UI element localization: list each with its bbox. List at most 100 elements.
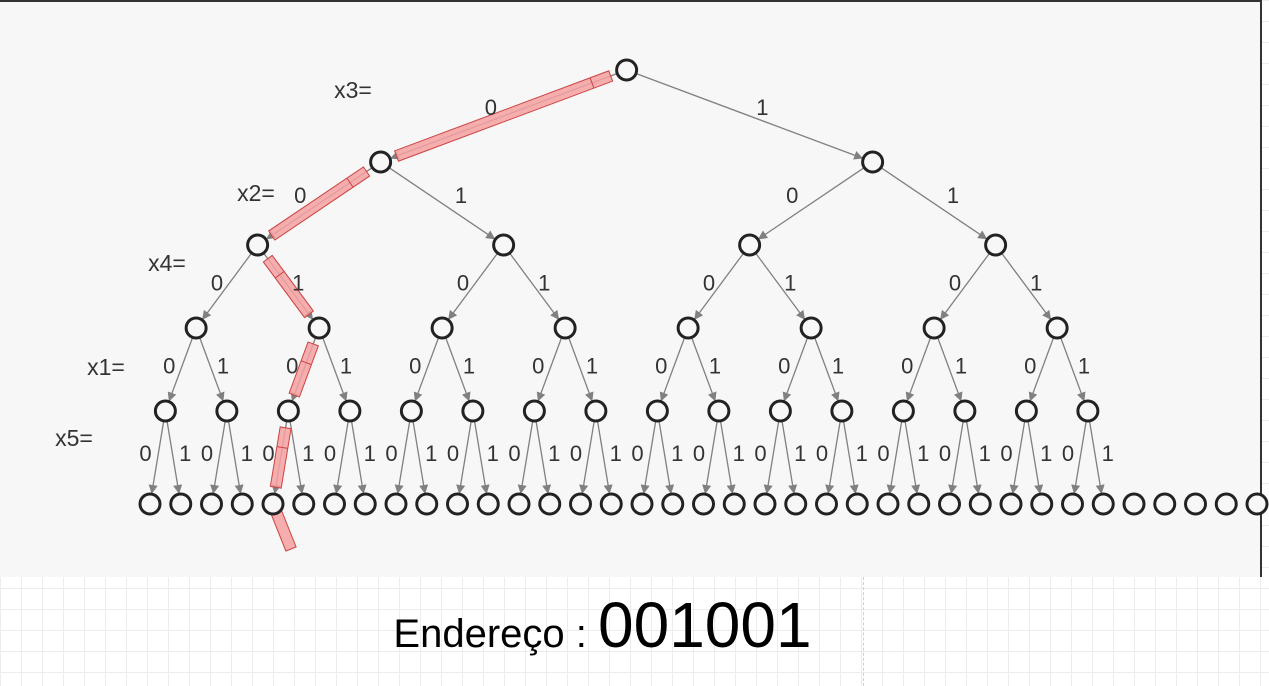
leaf-node [230,492,254,516]
branch-label: 1 [1030,270,1042,295]
tree-edge [1001,252,1052,320]
tree-edge [659,337,686,402]
branch-label: 0 [570,441,582,466]
leaf-node [599,492,623,516]
tree-edge [940,252,991,320]
branch-label: 0 [508,441,520,466]
branch-label: 0 [939,441,951,466]
level-variable-label: x3= [334,77,372,103]
binary-decision-tree: x3=0 1x2= 0 1 0 1x4=0 1 0 1 0 1 0 1x1= 0 1 0 1 0 1 0 1 0 1 0 1 0 1… [55,58,1269,552]
leaf-node [292,492,316,516]
tree-node [645,399,669,423]
leaf-node [1122,492,1146,516]
tree-node [891,399,915,423]
tree-edge [448,252,499,320]
tree-edge [536,337,563,402]
tree-node [922,316,946,340]
level-variable-label: x2= [237,180,275,206]
tree-edge [842,420,859,495]
branch-label: 0 [385,441,397,466]
highlight-bar [269,426,292,489]
branch-label: 0 [294,183,306,208]
tree-edge [825,420,841,495]
branch-label: 1 [917,441,929,466]
tree-edge [321,337,348,402]
leaf-node [261,492,285,516]
tree-edge [1088,420,1105,495]
branch-label: 0 [485,95,497,120]
highlight-bar-body [262,254,315,319]
tree-edge [1027,420,1044,495]
tree-node [799,316,823,340]
highlight-bar-tick [589,77,595,89]
highlight-bar [267,166,371,241]
branch-label: 0 [139,441,151,466]
leaf-node [323,492,346,516]
highlight-bar-body [288,341,320,398]
branch-label: 0 [1062,441,1074,466]
tree-edge [1071,420,1087,495]
tree-node [307,316,331,340]
level-variable-label: x4= [148,250,186,276]
branch-label: 1 [340,353,352,378]
level-variable-label: x1= [87,354,125,380]
highlight-bar [393,70,614,162]
leaf-node [1061,492,1084,516]
branch-label: 0 [778,353,790,378]
branch-label: 1 [455,183,467,208]
tree-edge [333,420,349,495]
tree-edge [781,420,798,495]
leaf-node [1153,492,1177,516]
branch-label: 0 [532,353,544,378]
branch-label: 0 [447,441,459,466]
branch-label: 1 [425,441,437,466]
branch-label: 0 [901,353,913,378]
branch-label: 1 [538,270,550,295]
address-caption: Endereço : 001001 [0,588,1205,662]
leaf-node [692,492,715,516]
branch-label: 0 [816,441,828,466]
tree-edge [904,420,921,495]
leaf-node [815,492,838,516]
tree-node [215,399,239,423]
leaf-node [1030,492,1054,516]
tree-edge [635,72,864,160]
tree-node [184,316,208,340]
tree-edge [905,337,932,402]
tree-node [953,399,977,423]
highlight-bar-tick [346,177,354,188]
highlight-bar-tick [300,360,312,366]
branch-label: 1 [241,441,253,466]
leaf-node [353,492,377,516]
tree-edge [702,420,718,495]
branch-label: 1 [217,353,229,378]
branch-label: 1 [463,353,475,378]
tree-edge [757,167,865,240]
leaf-node [784,492,808,516]
tree-edge [813,337,840,402]
tree-edge [388,167,496,240]
tree-edge [148,420,165,495]
branch-label: 1 [586,353,598,378]
highlight-bar-body [269,426,292,489]
leaf-node [753,492,777,516]
branch-label: 0 [262,441,274,466]
tree-edge [413,337,440,402]
leaf-node [938,492,961,516]
tree-edge [227,420,244,495]
tree-node [338,399,362,423]
branch-label: 0 [754,441,766,466]
leaf-node [569,492,592,516]
tree-node [522,399,546,423]
branch-label: 0 [201,441,213,466]
branch-label: 0 [324,441,336,466]
leaf-node [169,492,193,516]
tree-edge [782,337,809,402]
branch-label: 1 [1102,441,1114,466]
tree-node [584,399,608,423]
leaf-node [1091,492,1115,516]
tree-edge [202,252,253,320]
highlight-bar [288,341,320,398]
tree-node [676,316,700,340]
tree-edge [1009,420,1026,495]
